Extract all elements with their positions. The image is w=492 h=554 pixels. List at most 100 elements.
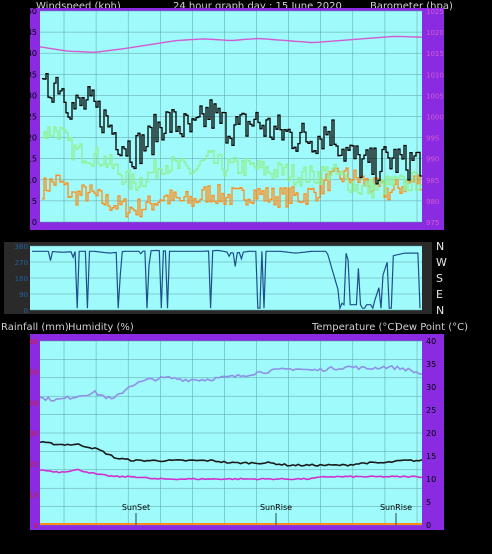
climate-x-tick: 01 [251,535,262,545]
humidity-y-tick: 40 [16,447,26,456]
windspeed-axis-title: Windspeed (kph) [36,1,121,12]
windspeed-x-tick: 09 [411,232,423,242]
temperature-y-tick: 5 [426,498,431,507]
rainfall-y-tick: 60 [29,338,38,346]
wind-gust-series [42,72,422,185]
windspeed-x-tick: 17 [122,232,133,242]
humidity-y-tick: 50 [16,429,26,438]
rainfall-axis-title: Rainfall (mm) [1,322,69,333]
barometer-y-tick: 995 [426,135,439,143]
humidity-y-tick: 20 [16,484,26,493]
barometer-y-tick: 1015 [426,50,444,58]
direction-y-tick: 270 [15,259,28,267]
climate-x-tick: 05 [347,535,358,545]
temperature-axis-title: Temperature (°C) [312,322,399,333]
windspeed-x-tick: 07 [379,232,390,242]
windspeed-x-tick: 13 [58,232,69,242]
humidity-y-tick: 60 [16,411,26,420]
direction-label-w: W [436,256,447,269]
wind-low-series [42,167,422,218]
windspeed-y-tick: 0 [32,218,37,227]
climate-x-tick: 07 [379,535,390,545]
direction-y-tick: 0 [24,307,28,315]
windspeed-y-tick: 20 [27,134,37,143]
barometer-y-tick: 975 [426,219,439,227]
barometer-y-tick: 1005 [426,92,444,100]
humidity-y-tick: 70 [16,392,26,401]
humidity-series [39,364,423,402]
barometer-y-tick: 980 [426,198,439,206]
windspeed-y-tick: 35 [27,70,37,79]
windspeed-y-tick: 50 [27,7,37,16]
temperature-y-tick: 10 [426,475,436,484]
barometer-y-tick: 1025 [426,8,444,16]
rainfall-y-tick: 50 [29,369,38,377]
temperature-series [39,440,423,467]
temperature-y-tick: 40 [426,337,436,346]
humidity-y-tick: 30 [16,466,26,475]
windspeed-x-tick: 15 [90,232,101,242]
climate-x-tick: 03 [315,535,326,545]
climate-x-tick: 09 [411,535,423,545]
barometer-y-tick: 1000 [426,114,444,122]
barometer-y-tick: 1020 [426,29,444,37]
humidity-y-tick: 0 [21,521,26,530]
barometer-y-tick: 985 [426,177,439,185]
temperature-y-tick: 30 [426,383,436,392]
rainfall-y-tick: 30 [29,430,38,438]
windspeed-x-tick: 01 [283,232,294,242]
dewpoint-axis-title: Dew Point (°C) [395,322,469,333]
windspeed-x-tick: 21 [187,232,198,242]
wind-average-series [42,126,422,199]
direction-series [32,249,421,311]
barometer-y-tick: 1010 [426,71,444,79]
climate-x-tick: 13 [58,535,69,545]
windspeed-y-tick: 15 [27,155,37,164]
windspeed-y-tick: 10 [27,176,37,185]
sunset-marker-label: SunSet [122,503,150,512]
climate-x-tick: 21 [187,535,198,545]
climate-x-tick: 17 [122,535,133,545]
direction-label-e: E [436,288,443,301]
windspeed-y-tick: 25 [27,113,37,122]
windspeed-x-tick: 03 [315,232,326,242]
windspeed-x-tick: 01 [251,232,262,242]
climate-x-tick: 23 [219,535,230,545]
windspeed-y-tick: 30 [27,91,37,100]
direction-y-tick: 90 [19,291,28,299]
sunrise-marker-1-label: SunRise [260,503,292,512]
barometer-axis-title: Barometer (hpa) [370,1,453,12]
rainfall-y-tick: 10 [29,491,38,499]
barometer-y-tick: 990 [426,156,439,164]
humidity-axis-title: Humidity (%) [68,322,134,333]
rainfall-y-tick: 20 [29,461,38,469]
windspeed-x-tick: 19 [155,232,167,242]
temperature-y-tick: 0 [426,521,431,530]
temperature-y-tick: 35 [426,360,436,369]
humidity-y-tick: 90 [16,355,26,364]
direction-label-s: S [436,272,443,285]
windspeed-x-tick: 23 [219,232,230,242]
climate-x-tick: 15 [90,535,101,545]
temperature-y-tick: 25 [426,406,436,415]
rainfall-y-tick: 0 [34,522,38,530]
humidity-y-tick: 100 [11,337,26,346]
windspeed-y-tick: 40 [27,49,37,58]
direction-y-tick: 360 [15,243,28,251]
direction-label-n-top: N [436,240,445,253]
temperature-y-tick: 20 [426,429,436,438]
rainfall-y-tick: 40 [29,399,38,407]
climate-x-tick: 01 [283,535,294,545]
chart-title: 24 hour graph day : 15 June 2020 [173,1,342,12]
windspeed-x-tick: 05 [347,232,358,242]
direction-y-tick: 180 [15,275,28,283]
sunrise-marker-2-label: SunRise [380,503,412,512]
windspeed-y-tick: 45 [27,28,37,37]
direction-label-n-bottom: N [436,304,445,317]
humidity-y-tick: 80 [16,374,26,383]
climate-x-tick: 19 [155,535,167,545]
temperature-y-tick: 15 [426,452,436,461]
humidity-y-tick: 10 [16,503,26,512]
